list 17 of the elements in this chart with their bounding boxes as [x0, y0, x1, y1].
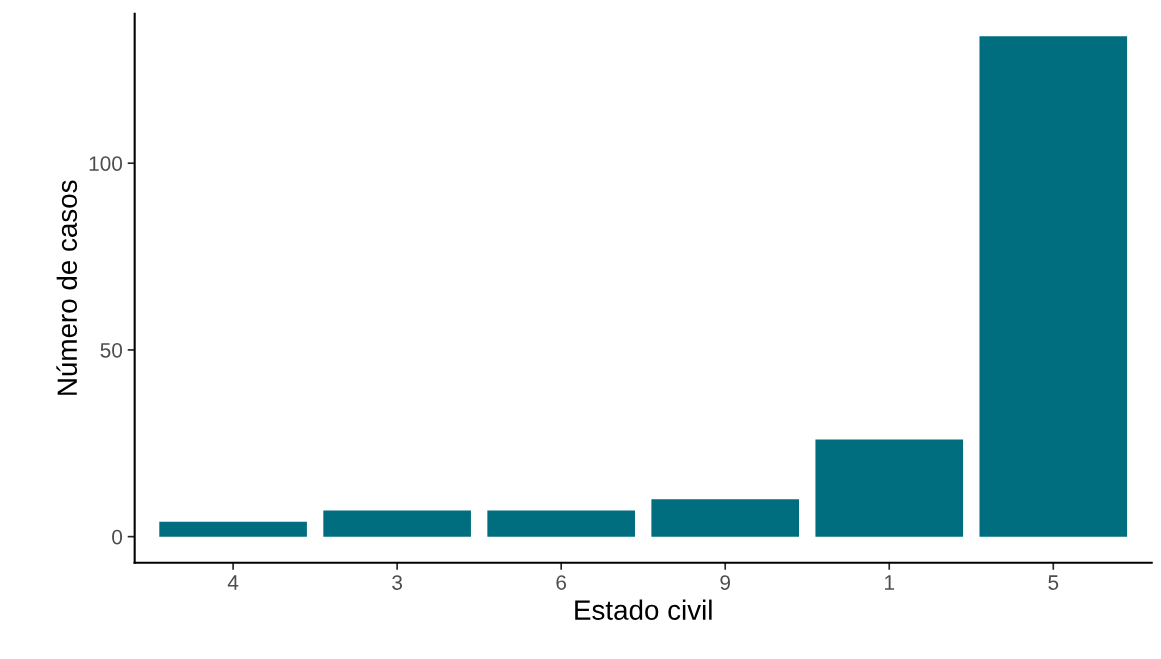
bar — [979, 36, 1128, 537]
x-tick-label: 6 — [556, 575, 567, 590]
x-tick-label: 9 — [720, 575, 731, 590]
x-tick-label: 3 — [392, 575, 403, 590]
x-tick-label: 1 — [885, 575, 895, 590]
x-tick-label: 4 — [227, 575, 239, 590]
y-tick-label: 50 — [100, 342, 123, 358]
bar — [323, 510, 471, 537]
x-axis-title: Estado civil — [575, 599, 712, 620]
bar — [651, 499, 800, 537]
y-axis-title: Número de casos — [56, 180, 78, 395]
bar — [487, 510, 635, 537]
y-tick-label: 100 — [89, 156, 123, 171]
y-tick-label: 0 — [112, 529, 123, 545]
x-tick-label: 5 — [1048, 575, 1059, 590]
bar — [159, 521, 307, 537]
bar — [815, 439, 964, 537]
